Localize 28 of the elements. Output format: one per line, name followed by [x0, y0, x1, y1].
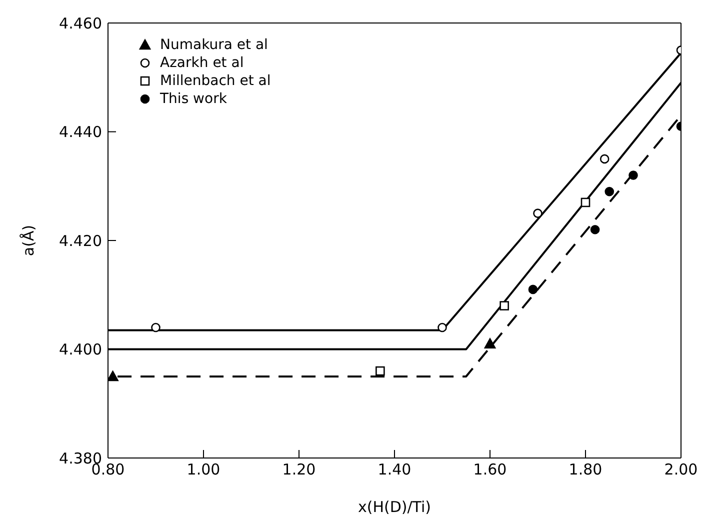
point	[528, 284, 538, 294]
point	[628, 170, 638, 180]
legend-label: Millenbach et al	[160, 72, 271, 90]
legend-label: Numakura et al	[160, 36, 268, 54]
point	[484, 338, 496, 348]
y-tick-label: 4.420	[59, 232, 102, 250]
legend-label: This work	[160, 90, 227, 108]
point	[500, 301, 509, 310]
x-tick-label: 1.40	[378, 460, 412, 479]
point	[108, 370, 118, 382]
y-axis-title: a(Å)	[19, 224, 38, 256]
x-tick-label: 1.80	[568, 460, 602, 479]
y-tick-label: 4.400	[59, 340, 102, 359]
point	[604, 186, 614, 196]
x-tick-label: 1.60	[473, 460, 507, 479]
point	[438, 322, 447, 332]
x-axis-title: x(H(D)/Ti)	[358, 498, 432, 516]
y-tick-label: 4.460	[59, 14, 102, 32]
legend-label: Azarkh et al	[160, 54, 244, 72]
x-tick-label: 1.00	[186, 460, 220, 479]
point	[600, 154, 610, 164]
point	[151, 322, 160, 332]
point	[376, 366, 385, 376]
y-tick-label: 4.440	[59, 123, 102, 142]
x-tick-label: 1.20	[282, 460, 316, 479]
x-tick-label: 2.00	[664, 460, 698, 479]
point	[590, 224, 600, 234]
point	[580, 198, 590, 208]
